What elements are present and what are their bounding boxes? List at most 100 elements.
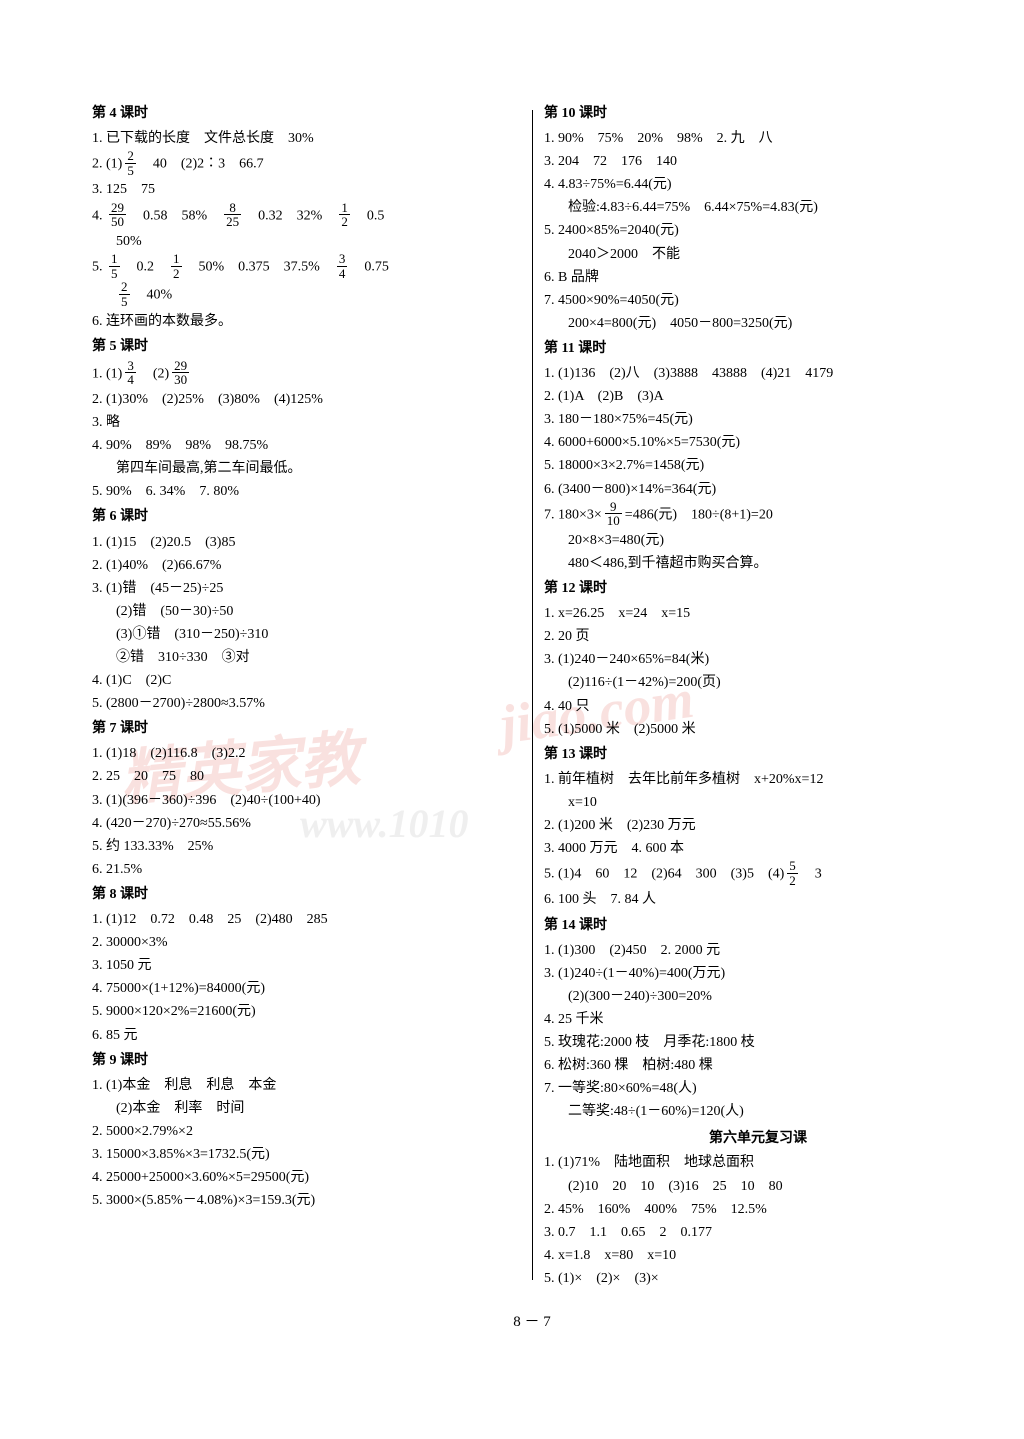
unit-6-review-title: 第六单元复习课 (544, 1127, 972, 1147)
text: 0.32 32% (244, 208, 336, 223)
lesson-6-title: 第 6 课时 (92, 505, 520, 528)
lesson-7-title: 第 7 课时 (92, 717, 520, 740)
answer-line: 7. 180×3×910=486(元) 180÷(8+1)=20 (544, 501, 972, 529)
answer-line: 4. x=1.8 x=80 x=10 (544, 1244, 972, 1267)
answer-line: 3. 4000 万元 4. 600 本 (544, 837, 972, 860)
answer-line: 5. (1)5000 米 (2)5000 米 (544, 718, 972, 741)
text: 1. (1) (92, 366, 122, 381)
answer-line: (2)116÷(1－42%)=200(页) (544, 671, 972, 694)
answer-line: 检验:4.83÷6.44=75% 6.44×75%=4.83(元) (544, 196, 972, 219)
lesson-12-title: 第 12 课时 (544, 577, 972, 600)
fraction: 2930 (172, 359, 189, 387)
fraction: 34 (125, 359, 136, 387)
answer-line: 1. (1)12 0.72 0.48 25 (2)480 285 (92, 908, 520, 931)
answer-line: 4. 40 只 (544, 695, 972, 718)
answer-line: 1. (1)136 (2)八 (3)3888 43888 (4)21 4179 (544, 362, 972, 385)
answer-line: 5. (1)4 60 12 (2)64 300 (3)5 (4)52 3 (544, 860, 972, 888)
fraction: 52 (787, 859, 798, 887)
lesson-14-title: 第 14 课时 (544, 914, 972, 937)
answer-line: 6. 100 头 7. 84 人 (544, 888, 972, 911)
answer-line: 2. (1)40% (2)66.67% (92, 554, 520, 577)
text: 5. (92, 259, 106, 274)
answer-line: 6. (3400－800)×14%=364(元) (544, 478, 972, 501)
fraction: 825 (224, 201, 241, 229)
page-footer: 8 － 7 (80, 1310, 984, 1331)
text: 7. 180×3× (544, 507, 602, 522)
answer-line: 5. 3000×(5.85%－4.08%)×3=159.3(元) (92, 1189, 520, 1212)
answer-line: 1. (1)15 (2)20.5 (3)85 (92, 531, 520, 554)
answer-line: 5. 约 133.33% 25% (92, 835, 520, 858)
answer-line: 2. 5000×2.79%×2 (92, 1120, 520, 1143)
text: 3 (801, 867, 822, 882)
answer-line: 3. (1)240－240×65%=84(米) (544, 648, 972, 671)
answer-line: (3)①错 (310－250)÷310 (92, 623, 520, 646)
answer-line: 2. (1)200 米 (2)230 万元 (544, 814, 972, 837)
answer-line: 7. 4500×90%=4050(元) (544, 289, 972, 312)
answer-line: 1. (1)34 (2)2930 (92, 360, 520, 388)
answer-line: 3. (1)(396－360)÷396 (2)40÷(100+40) (92, 789, 520, 812)
answer-line: 5. (1)× (2)× (3)× (544, 1267, 972, 1290)
answer-line: 5. 15 0.2 12 50% 0.375 37.5% 34 0.75 (92, 253, 520, 281)
lesson-5-title: 第 5 课时 (92, 335, 520, 358)
answer-line: x=10 (544, 791, 972, 814)
text: (2) (139, 366, 169, 381)
answer-line: 3. 180－180×75%=45(元) (544, 408, 972, 431)
text: =486(元) 180÷(8+1)=20 (625, 507, 773, 522)
answer-line: 1. 90% 75% 20% 98% 2. 九 八 (544, 127, 972, 150)
lesson-8-title: 第 8 课时 (92, 883, 520, 906)
answer-line: 4. 25000+25000×3.60%×5=29500(元) (92, 1166, 520, 1189)
answer-line: (2)错 (50－30)÷50 (92, 600, 520, 623)
answer-line: 4. 4.83÷75%=6.44(元) (544, 173, 972, 196)
answer-line: 4. 25 千米 (544, 1008, 972, 1031)
answer-line: 1. (1)18 (2)116.8 (3)2.2 (92, 742, 520, 765)
answer-line: 3. 125 75 (92, 178, 520, 201)
fraction: 12 (171, 252, 182, 280)
answer-line: 3. (1)错 (45－25)÷25 (92, 577, 520, 600)
answer-line: 第四车间最高,第二车间最低。 (92, 457, 520, 480)
answer-line: 4. 75000×(1+12%)=84000(元) (92, 977, 520, 1000)
answer-line: 4. (420－270)÷270≈55.56% (92, 812, 520, 835)
answer-line: 6. 85 元 (92, 1024, 520, 1047)
answer-line: 二等奖:48÷(1－60%)=120(人) (544, 1100, 972, 1123)
text: 50% 0.375 37.5% (185, 259, 334, 274)
lesson-9-title: 第 9 课时 (92, 1049, 520, 1072)
answer-line: 5. 2400×85%=2040(元) (544, 219, 972, 242)
text: 40 (2)2∶3 66.7 (139, 157, 264, 172)
answer-line: (2)10 20 10 (3)16 25 10 80 (544, 1175, 972, 1198)
lesson-4-title: 第 4 课时 (92, 102, 520, 125)
answer-line: (2)本金 利率 时间 (92, 1097, 520, 1120)
fraction: 15 (109, 252, 120, 280)
text: 4. (92, 208, 106, 223)
answer-line: 1. 前年植树 去年比前年多植树 x+20%x=12 (544, 768, 972, 791)
answer-line: 5. 玫瑰花:2000 枝 月季花:1800 枝 (544, 1031, 972, 1054)
answer-line: 5. (2800－2700)÷2800≈3.57% (92, 692, 520, 715)
answer-line: 5. 90% 6. 34% 7. 80% (92, 480, 520, 503)
text: 0.2 (123, 259, 169, 274)
answer-line: 2040＞2000 不能 (544, 243, 972, 266)
answer-line: 5. 9000×120×2%=21600(元) (92, 1000, 520, 1023)
fraction: 34 (337, 252, 348, 280)
text: 0.5 (353, 208, 385, 223)
answer-line: 3. (1)240÷(1－40%)=400(万元) (544, 962, 972, 985)
answer-line: 2. 20 页 (544, 625, 972, 648)
fraction: 25 (119, 280, 130, 308)
answer-line: 480＜486,到千禧超市购买合算。 (544, 552, 972, 575)
answer-line: 4. (1)C (2)C (92, 669, 520, 692)
text: 0.58 58% (129, 208, 221, 223)
answer-line: 2. 45% 160% 400% 75% 12.5% (544, 1198, 972, 1221)
answer-line: ②错 310÷330 ③对 (92, 646, 520, 669)
fraction: 2950 (109, 201, 126, 229)
answer-line: (2)(300－240)÷300=20% (544, 985, 972, 1008)
answer-line: 1. (1)71% 陆地面积 地球总面积 (544, 1151, 972, 1174)
answer-line: 5. 18000×3×2.7%=1458(元) (544, 454, 972, 477)
answer-line: 25 40% (92, 281, 520, 309)
answer-line: 6. B 品牌 (544, 266, 972, 289)
answer-line: 4. 2950 0.58 58% 825 0.32 32% 12 0.5 (92, 202, 520, 230)
page-content: 第 4 课时 1. 已下载的长度 文件总长度 30% 2. (1)25 40 (… (80, 100, 984, 1290)
answer-line: 2. (1)25 40 (2)2∶3 66.7 (92, 150, 520, 178)
answer-line: 2. 30000×3% (92, 931, 520, 954)
column-divider (532, 110, 533, 1280)
answer-line: 3. 略 (92, 411, 520, 434)
answer-line: 6. 21.5% (92, 858, 520, 881)
fraction: 12 (339, 201, 350, 229)
